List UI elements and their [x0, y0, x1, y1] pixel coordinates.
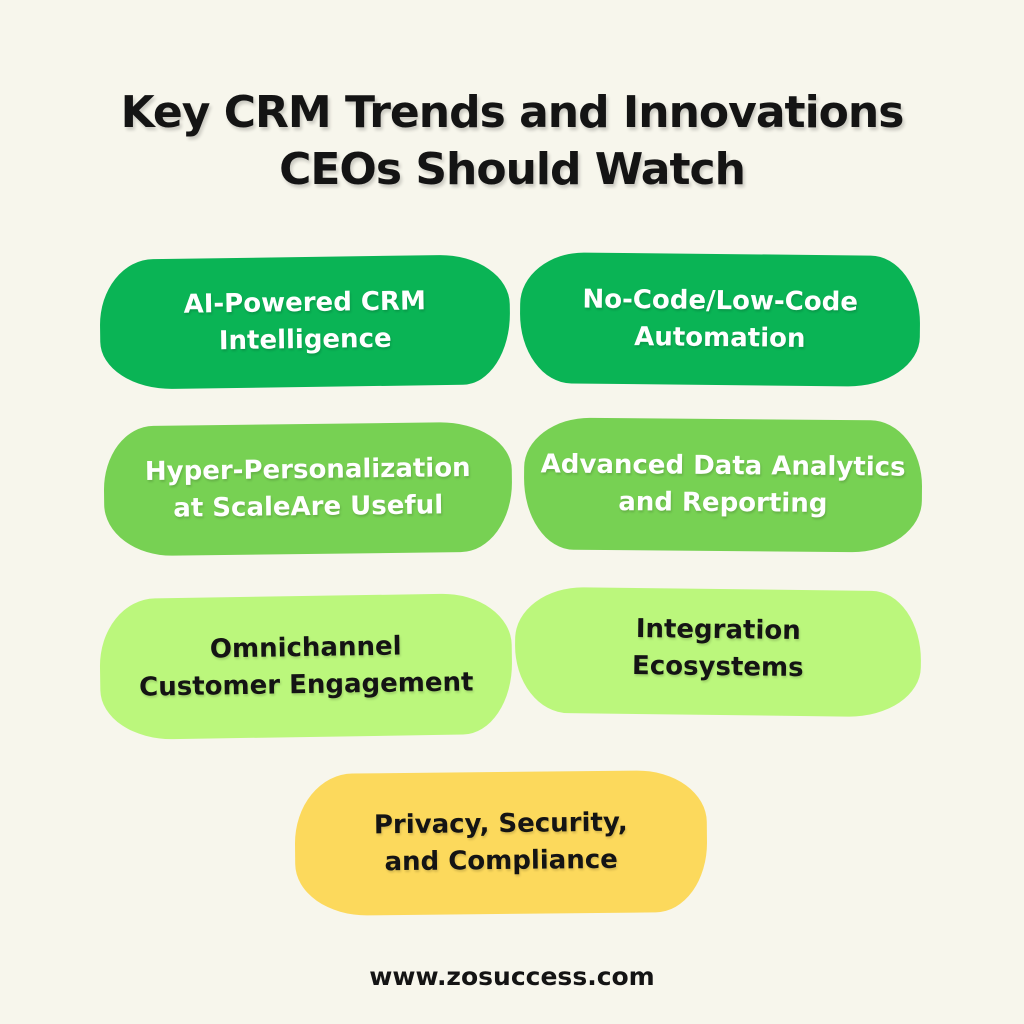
card-advanced-data-analytics: Advanced Data Analytics and Reporting: [523, 417, 923, 553]
card-label: Integration Ecosystems: [631, 614, 804, 684]
website-url: www.zosuccess.com: [369, 962, 655, 991]
card-label: AI-Powered CRM Intelligence: [183, 286, 427, 357]
card-label: Privacy, Security, and Compliance: [373, 807, 628, 878]
card-hyper-personalization: Hyper-Personalization at ScaleAre Useful: [103, 421, 513, 557]
card-ai-powered-crm-intelligence: AI-Powered CRM Intelligence: [99, 254, 511, 390]
card-privacy-security-compliance: Privacy, Security, and Compliance: [294, 769, 708, 917]
card-label: Omnichannel Customer Engagement: [138, 631, 474, 703]
card-label: Hyper-Personalization at ScaleAre Useful: [144, 453, 471, 524]
card-no-code-low-code-automation: No-Code/Low-Code Automation: [519, 251, 921, 388]
card-integration-ecosystems: Integration Ecosystems: [514, 586, 922, 718]
card-label: No-Code/Low-Code Automation: [582, 284, 859, 354]
page-title: Key CRM Trends and Innovations CEOs Shou…: [120, 87, 905, 196]
card-omnichannel-customer-engagement: Omnichannel Customer Engagement: [98, 592, 514, 741]
card-label: Advanced Data Analytics and Reporting: [540, 449, 906, 519]
